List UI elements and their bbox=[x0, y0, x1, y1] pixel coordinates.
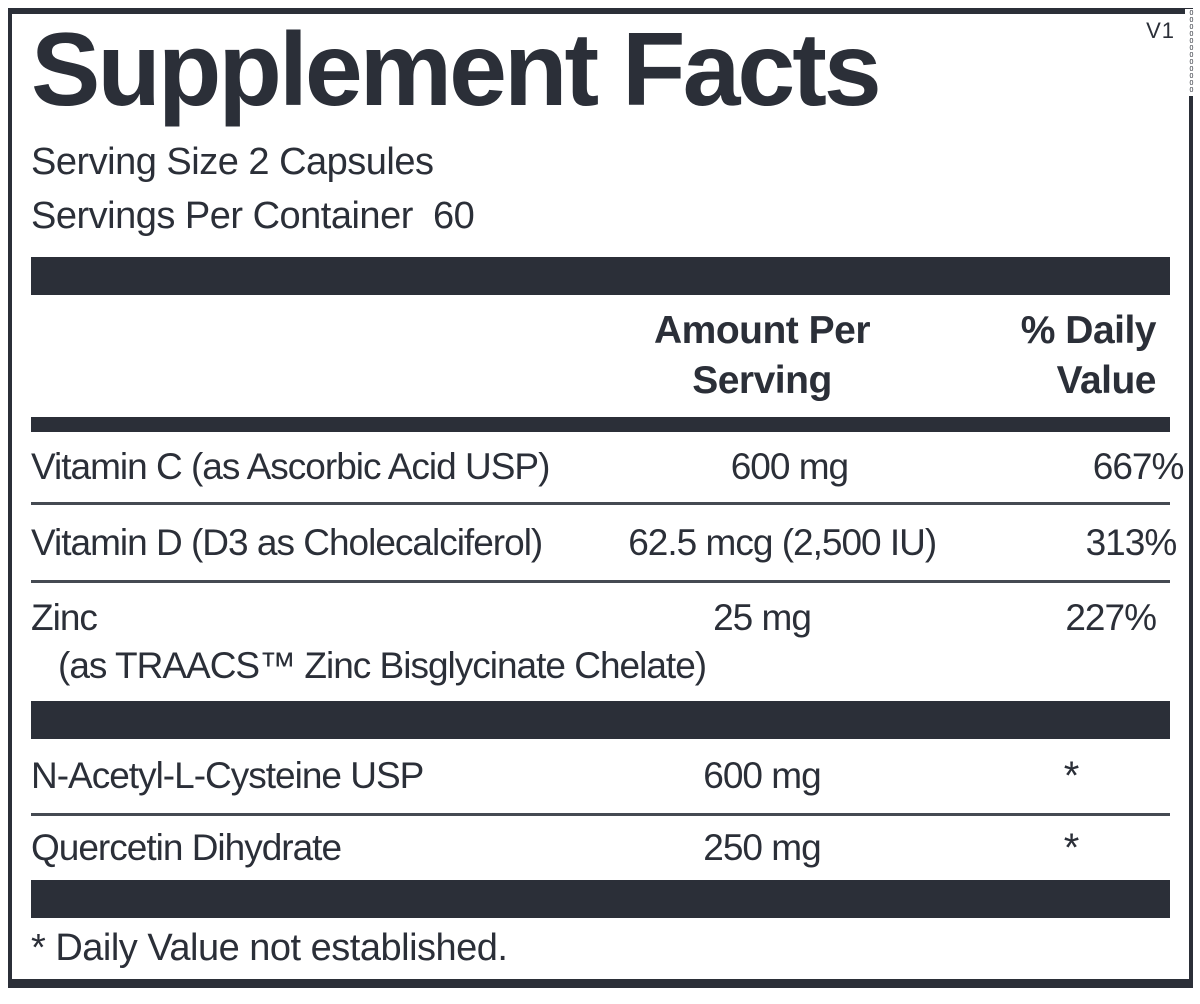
nutrient-amount: 25 mg bbox=[713, 597, 812, 639]
nutrient-row-quercetin: Quercetin Dihydrate 250 mg * bbox=[31, 816, 1170, 880]
version-label: V1 bbox=[1146, 18, 1175, 43]
separator-bar-top bbox=[31, 257, 1170, 296]
header-underline-bar bbox=[31, 417, 1170, 433]
label-title: Supplement Facts bbox=[31, 12, 882, 128]
nutrient-row-vitamin-d: Vitamin D (D3 as Cholecalciferol) 62.5 m… bbox=[31, 505, 1177, 584]
column-header-row: Amount Per Serving % Daily Value bbox=[31, 295, 1170, 417]
nutrient-amount: 600 mg bbox=[703, 755, 821, 797]
nutrient-amount: 62.5 mcg (2,500 IU) bbox=[628, 521, 937, 563]
nutrient-amount: 600 mg bbox=[730, 446, 849, 488]
serving-size: Serving Size 2 Capsules bbox=[31, 141, 434, 184]
nutrient-daily-value: 313% bbox=[1085, 521, 1178, 563]
supplement-facts-label: V1 000000000000 Supplement Facts Serving… bbox=[8, 8, 1197, 988]
nutrient-row-nac: N-Acetyl-L-Cysteine USP 600 mg * bbox=[31, 739, 1170, 817]
nutrient-name: Quercetin Dihydrate bbox=[31, 827, 342, 869]
section-separator-bar bbox=[31, 701, 1170, 740]
nutrient-daily-value: * bbox=[1063, 825, 1080, 870]
nutrient-name: N-Acetyl-L-Cysteine USP bbox=[31, 755, 424, 797]
nutrient-daily-value: 667% bbox=[1092, 446, 1185, 488]
percent-daily-value-header: % Daily Value bbox=[1020, 309, 1157, 403]
nutrient-amount: 250 mg bbox=[703, 827, 821, 869]
footnote-separator-bar bbox=[31, 880, 1170, 919]
amount-per-serving-header: Amount Per Serving bbox=[653, 309, 871, 403]
footnote: * Daily Value not established. bbox=[31, 927, 508, 970]
nutrient-source-note: (as TRAACS™ Zinc Bisglycinate Chelate) bbox=[58, 645, 707, 687]
nutrient-row-zinc: Zinc 25 mg 227% (as TRAACS™ Zinc Bisglyc… bbox=[31, 583, 1170, 701]
nutrient-daily-value: 227% bbox=[1065, 597, 1157, 639]
nutrient-daily-value: * bbox=[1063, 753, 1080, 798]
nutrient-name: Vitamin D (D3 as Cholecalciferol) bbox=[31, 521, 543, 563]
servings-per-container: Servings Per Container 60 bbox=[31, 195, 475, 238]
nutrient-name: Vitamin C (as Ascorbic Acid USP) bbox=[31, 446, 550, 488]
nutrient-row-vitamin-c: Vitamin C (as Ascorbic Acid USP) 600 mg … bbox=[31, 432, 1184, 506]
edge-code: 000000000000 bbox=[1185, 9, 1197, 96]
nutrient-name: Zinc bbox=[31, 597, 98, 639]
